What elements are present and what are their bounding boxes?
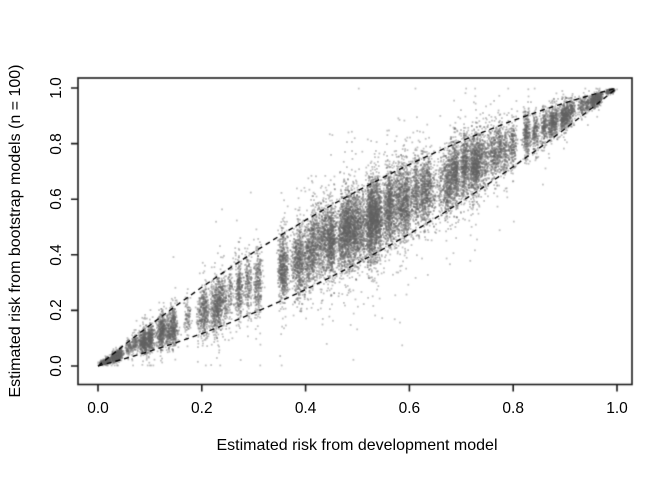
x-axis-tick-label: 0.4 xyxy=(294,400,317,417)
y-axis-tick-label: 0.6 xyxy=(48,188,65,210)
x-axis-tick-label: 0.2 xyxy=(191,400,213,417)
y-axis-tick-label: 0.2 xyxy=(48,299,65,322)
y-axis-tick-label: 0.0 xyxy=(48,355,65,377)
x-axis-tick-label: 1.0 xyxy=(606,400,628,417)
y-axis-tick-label: 0.4 xyxy=(48,244,65,266)
x-axis-tick-label: 0.0 xyxy=(87,400,109,417)
y-axis-tick-label: 1.0 xyxy=(48,77,65,99)
y-axis-title: Estimated risk from bootstrap models (n … xyxy=(7,64,24,398)
x-axis-tick-label: 0.8 xyxy=(502,400,524,417)
x-axis-title: Estimated risk from development model xyxy=(216,437,498,454)
x-axis-tick-label: 0.6 xyxy=(398,400,421,417)
y-axis-tick-label: 0.8 xyxy=(48,132,65,155)
